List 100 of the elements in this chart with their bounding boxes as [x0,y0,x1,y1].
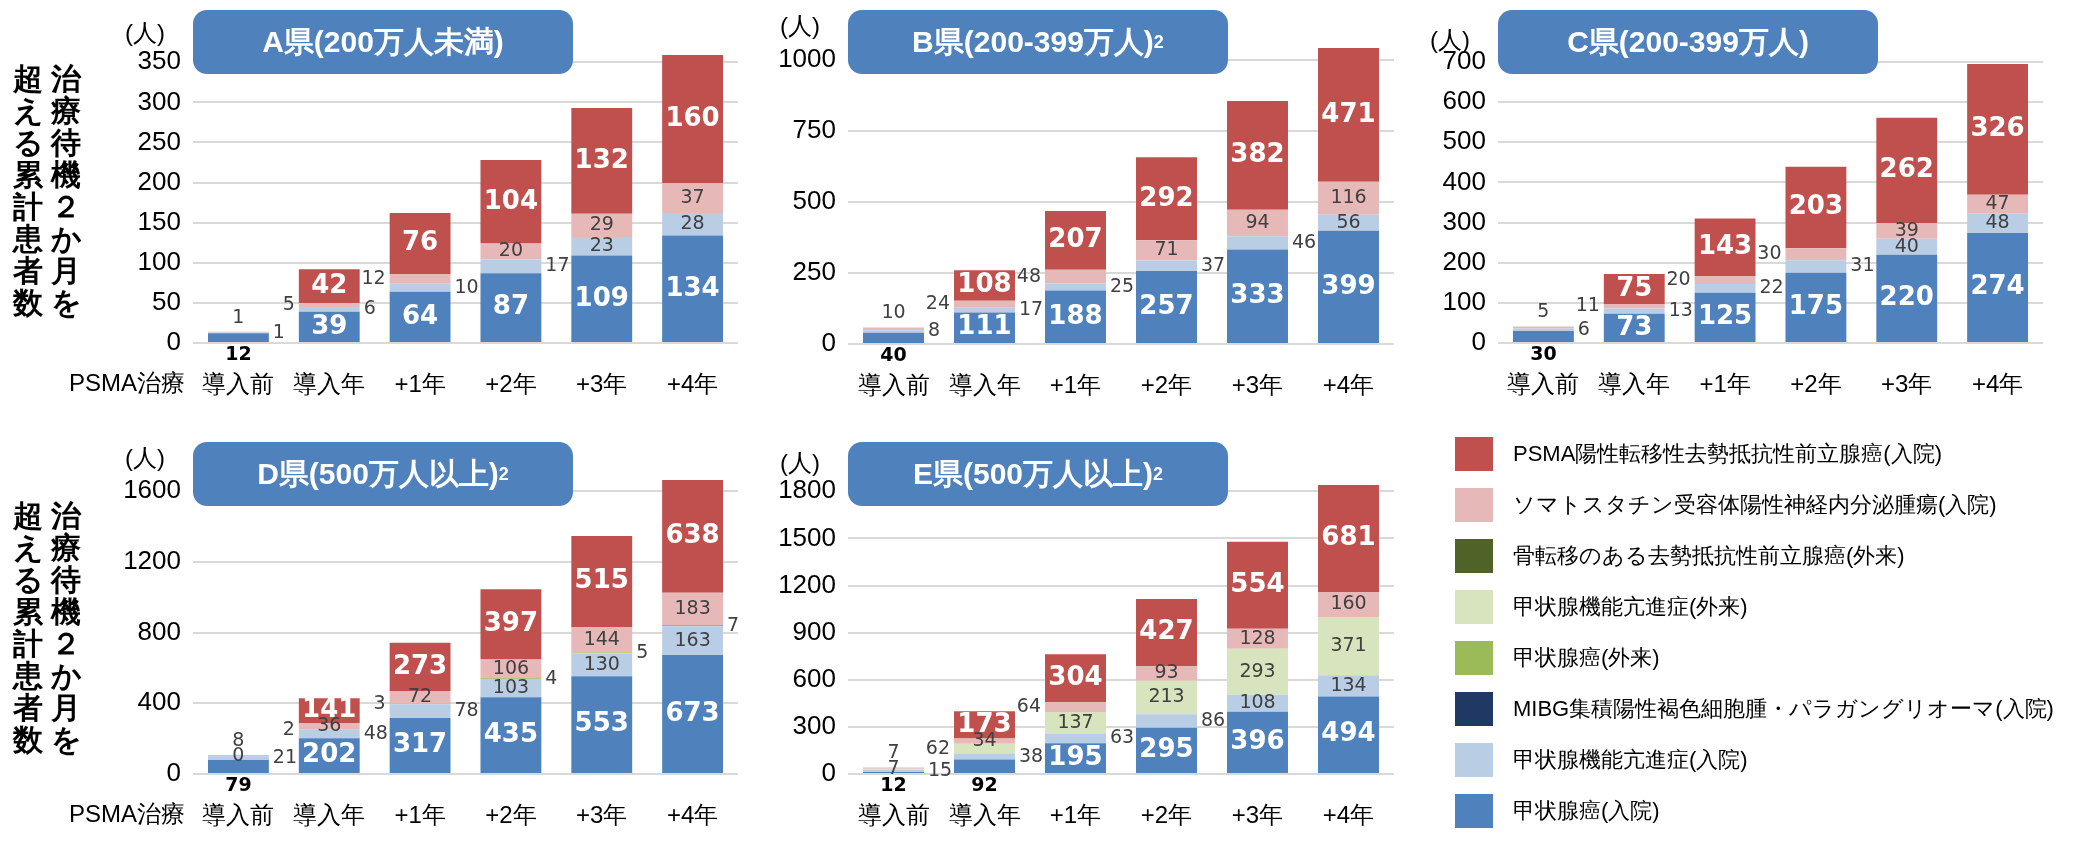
y-tick-label: 600 [792,662,836,693]
data-label: 137 [1057,709,1094,732]
data-label: 20 [1666,266,1691,289]
data-label: 92 [971,772,998,795]
x-tick-label: +4年 [1322,801,1375,829]
data-label: 183 [674,595,711,618]
y-tick-label: 500 [792,185,836,216]
bar [1045,283,1106,291]
bar [662,655,724,773]
bar [571,237,633,256]
data-label: 40 [880,342,907,365]
x-tick-label: +3年 [1881,370,1933,398]
bar [662,183,724,214]
bar [1318,48,1379,182]
y-tick-label: 300 [137,85,181,116]
data-label: 553 [574,707,629,738]
legend-label: 甲状腺機能亢進症(入院) [1513,745,1748,774]
bar [1603,304,1665,309]
bar [1318,230,1379,343]
data-label: 8 [927,318,941,341]
data-label: 397 [483,607,539,638]
data-label: 104 [483,184,539,215]
data-label: 72 [407,684,433,707]
data-label: 13 [1668,298,1693,321]
bar [1318,485,1379,592]
y-tick-label: 1000 [778,43,836,74]
data-label: 6 [1577,316,1590,339]
data-label: 39 [311,309,348,340]
data-label: 262 [1879,153,1934,184]
legend-label: 甲状腺癌(入院) [1513,796,1660,825]
bar [298,302,360,307]
data-label: 94 [1245,209,1270,232]
x-tick-label: +4年 [666,370,719,398]
data-label: 71 [1154,237,1179,260]
y-tick-label: 0 [166,326,181,357]
bar [480,259,542,274]
data-label: 175 [1788,290,1844,321]
bar [389,704,451,718]
data-label: 274 [1970,270,2025,301]
data-label: 79 [225,772,252,795]
bar [571,107,633,214]
x-tick-label: 導入前 [857,371,930,399]
data-label: 108 [1239,690,1276,713]
data-label: 638 [665,519,720,550]
data-label: 56 [1336,209,1361,232]
bar [954,300,1015,308]
data-label: 207 [1048,223,1103,254]
bar [1227,236,1288,250]
bar [1136,260,1197,271]
data-label: 37 [1200,252,1226,275]
data-label: 64 [401,299,439,330]
x-tick-label: +3年 [576,370,628,398]
x-tick-label: +4年 [1971,370,2024,398]
bar [954,753,1015,760]
data-label: 213 [1148,684,1185,707]
text: (人) [125,443,165,473]
y-tick-label: 250 [137,125,181,156]
data-label: 257 [1139,289,1194,320]
data-label: 160 [665,101,720,132]
data-label: 23 [589,233,614,256]
bar [954,759,1015,773]
text: PSMA治療 [68,368,185,398]
text: (人) [125,18,165,48]
data-label: 6 [363,296,376,319]
bar [1045,269,1106,284]
x-tick-label: +2年 [485,801,537,829]
bar [571,536,633,627]
data-label: 195 [1048,740,1103,771]
text: 治療待機２か月を超える累計患者数 [12,62,82,319]
data-label: 333 [1230,278,1285,309]
data-label: 3 [373,690,386,713]
data-label: 471 [1321,97,1376,128]
data-label: 15 [927,757,953,780]
bar [207,333,269,342]
y-tick-label: 200 [1442,245,1486,276]
data-label: 163 [674,627,711,650]
data-label: 132 [574,143,629,174]
bar [1876,117,1938,223]
data-label: 5 [636,639,649,662]
data-label: 93 [1154,660,1179,683]
data-label: 21 [272,745,298,768]
x-tick-label: +2年 [1790,370,1842,398]
x-tick-label: +1年 [1699,370,1751,398]
data-label: 46 [1291,229,1317,252]
y-tick-label: 500 [1442,125,1486,156]
data-label: 109 [574,281,629,312]
y-tick-label: 1600 [123,474,181,505]
data-label: 17 [545,253,570,276]
y-tick-label: 100 [1442,286,1486,317]
data-label: 144 [583,626,620,649]
data-label: 30 [1757,241,1782,264]
legend-label: 骨転移のある去勢抵抗性前立腺癌(外来) [1513,541,1905,570]
y-tick-label: 1200 [123,545,181,576]
data-label: 78 [454,698,479,721]
bar [389,274,451,284]
y-tick-label: 400 [1442,165,1486,196]
data-label: 12 [225,341,252,364]
bar [863,332,924,343]
data-label: 28 [680,211,705,234]
data-label: 116 [1330,185,1367,208]
